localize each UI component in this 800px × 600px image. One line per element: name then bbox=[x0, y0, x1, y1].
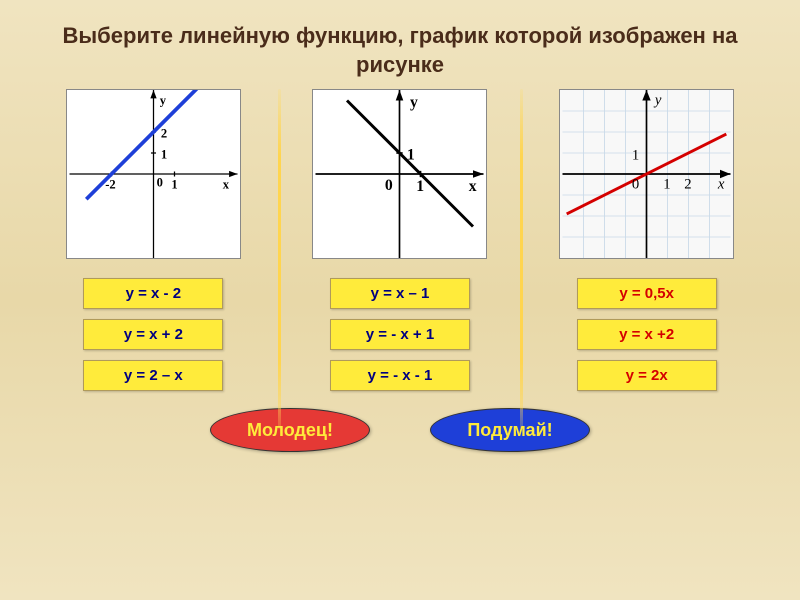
svg-text:2: 2 bbox=[684, 177, 691, 193]
feedback-correct: Молодец! bbox=[210, 408, 370, 452]
feedback-row: Молодец! Подумай! bbox=[0, 408, 800, 452]
column-2: у х 0 1 1 у = x – 1 у = - x + 1 у = - x … bbox=[290, 89, 510, 396]
option-2-3[interactable]: у = - x - 1 bbox=[330, 360, 470, 391]
svg-text:y: y bbox=[653, 93, 662, 109]
feedback-wrong: Подумай! bbox=[430, 408, 590, 452]
option-2-1[interactable]: у = x – 1 bbox=[330, 278, 470, 309]
divider-1 bbox=[278, 89, 281, 429]
option-1-1[interactable]: у = x - 2 bbox=[83, 278, 223, 309]
option-3-2[interactable]: у = x +2 bbox=[577, 319, 717, 350]
option-3-1[interactable]: у = 0,5x bbox=[577, 278, 717, 309]
svg-text:1: 1 bbox=[663, 177, 670, 193]
svg-text:1: 1 bbox=[407, 146, 415, 163]
svg-text:x: x bbox=[717, 177, 725, 193]
svg-text:1: 1 bbox=[417, 178, 425, 195]
graph-2: у х 0 1 1 bbox=[312, 89, 487, 259]
svg-text:у: у bbox=[410, 94, 418, 111]
svg-text:1: 1 bbox=[632, 147, 639, 163]
columns-container: у х 0 -2 1 1 2 у = x - 2 у = x + 2 у = 2… bbox=[0, 89, 800, 396]
svg-text:1: 1 bbox=[161, 147, 167, 161]
option-1-3[interactable]: у = 2 – x bbox=[83, 360, 223, 391]
graph-1: у х 0 -2 1 1 2 bbox=[66, 89, 241, 259]
page-title: Выберите линейную функцию, график которо… bbox=[0, 0, 800, 89]
svg-text:0: 0 bbox=[385, 177, 393, 194]
divider-2 bbox=[520, 89, 523, 429]
option-2-2[interactable]: у = - x + 1 bbox=[330, 319, 470, 350]
svg-text:0: 0 bbox=[156, 176, 162, 190]
svg-text:0: 0 bbox=[632, 177, 639, 193]
option-3-3[interactable]: у = 2x bbox=[577, 360, 717, 391]
svg-text:х: х bbox=[469, 178, 477, 195]
column-3: y x 0 1 2 1 у = 0,5x у = x +2 у = 2x bbox=[537, 89, 757, 396]
svg-text:1: 1 bbox=[171, 178, 177, 192]
svg-text:-2: -2 bbox=[105, 178, 116, 192]
graph-3: y x 0 1 2 1 bbox=[559, 89, 734, 259]
column-1: у х 0 -2 1 1 2 у = x - 2 у = x + 2 у = 2… bbox=[43, 89, 263, 396]
svg-text:2: 2 bbox=[161, 126, 167, 140]
svg-text:х: х bbox=[223, 178, 230, 192]
svg-text:у: у bbox=[160, 94, 167, 108]
option-1-2[interactable]: у = x + 2 bbox=[83, 319, 223, 350]
